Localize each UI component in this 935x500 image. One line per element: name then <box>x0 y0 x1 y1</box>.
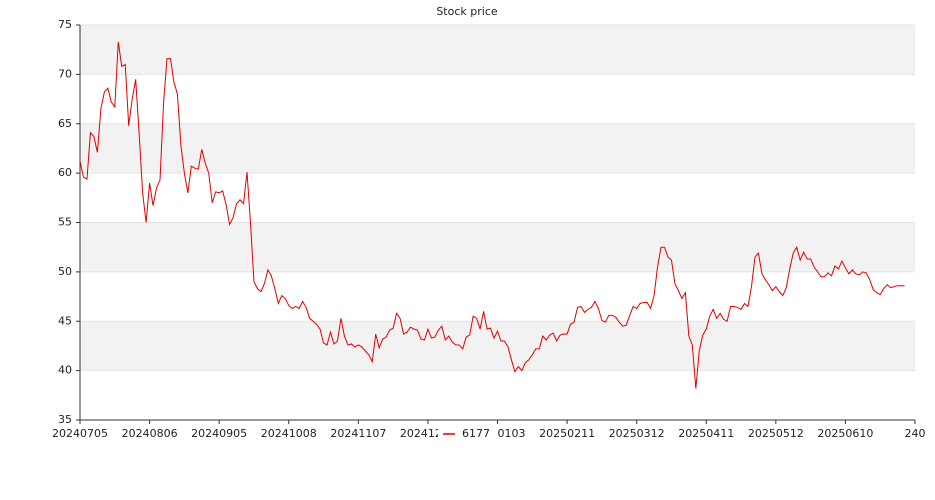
y-tick-label: 60 <box>58 166 72 179</box>
x-tick-label: 20240806 <box>122 427 178 440</box>
price-line <box>79 41 905 389</box>
x-tick-label: 20241008 <box>261 427 317 440</box>
y-tick-label: 65 <box>58 117 72 130</box>
legend-label: 6177 <box>462 427 490 440</box>
x-tick-label: 20250411 <box>678 427 734 440</box>
band <box>80 25 915 75</box>
x-tick-label: 20240905 <box>191 427 247 440</box>
x-tick-label: 20250610 <box>817 427 873 440</box>
y-tick-label: 75 <box>58 18 72 31</box>
chart-title: Stock price <box>436 5 498 18</box>
x-tick-label: 20250211 <box>539 427 595 440</box>
x-tick-label: 20250312 <box>609 427 665 440</box>
legend-bg <box>438 426 498 442</box>
band <box>80 321 915 371</box>
x-tick-label: 240 <box>905 427 926 440</box>
legend-item: 6177 <box>438 426 498 442</box>
y-tick-label: 50 <box>58 265 72 278</box>
band <box>80 123 915 174</box>
x-tick-label: 20240705 <box>52 427 108 440</box>
y-tick-label: 35 <box>58 413 72 426</box>
y-tick-label: 45 <box>58 314 72 327</box>
x-tick-label: 20241107 <box>330 427 386 440</box>
y-tick-label: 55 <box>58 216 72 229</box>
x-tick-label: 20250512 <box>748 427 804 440</box>
y-tick-label: 70 <box>58 67 72 80</box>
band <box>80 222 915 272</box>
y-tick-label: 40 <box>58 364 72 377</box>
